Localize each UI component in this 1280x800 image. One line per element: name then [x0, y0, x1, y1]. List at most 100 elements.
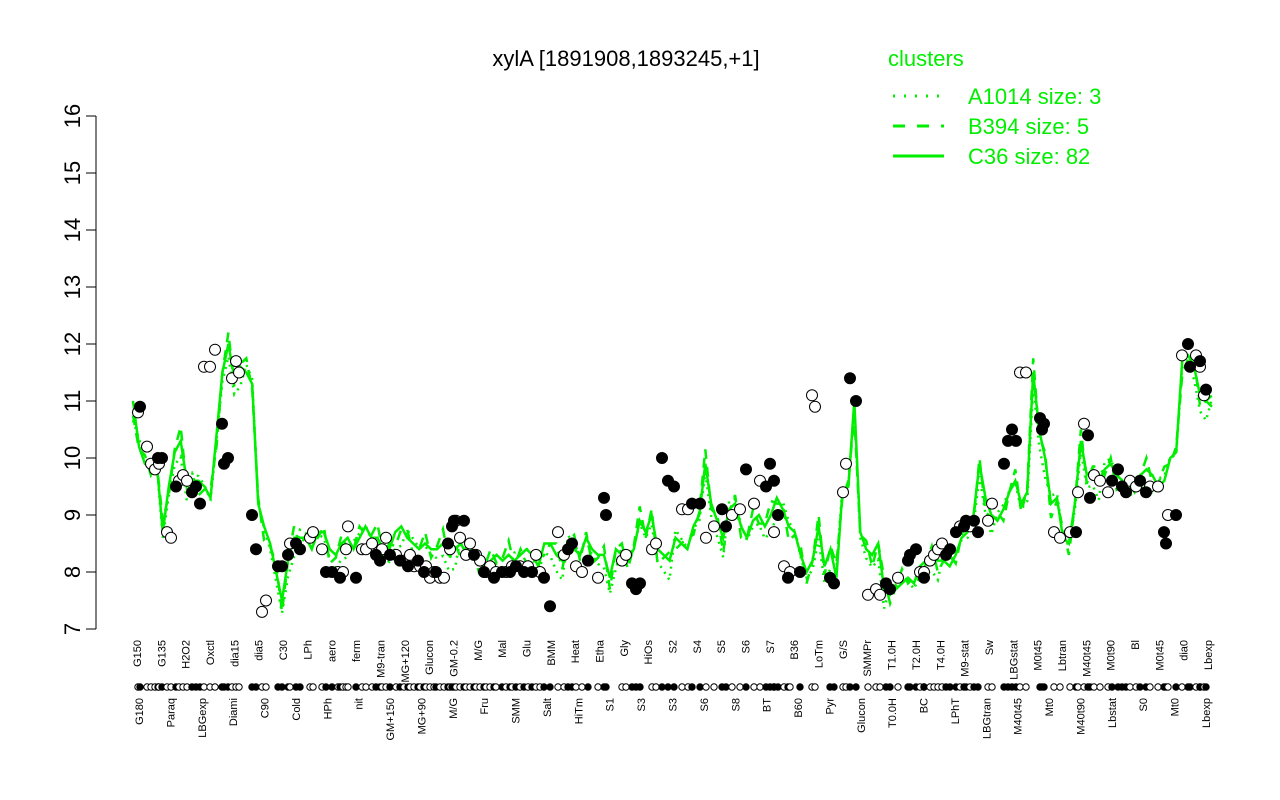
- x-tick-label: M/G: [473, 640, 485, 661]
- rug-marker: [852, 683, 860, 691]
- data-point-black: [1140, 486, 1152, 499]
- x-tick-label: Glu: [522, 640, 534, 657]
- data-point-white: [307, 526, 319, 539]
- data-point-black: [582, 554, 594, 567]
- data-point-black: [634, 577, 646, 590]
- x-tick-label: Salt: [542, 698, 554, 717]
- data-point-black: [458, 514, 470, 527]
- x-tick-label: G/S: [838, 640, 850, 659]
- x-tick-label: S6: [699, 698, 711, 711]
- data-point-black: [1160, 537, 1172, 550]
- x-axis: G150 G135 H2O2 Oxctl dia15 dia5 C30 LPh aero ferm…: [132, 639, 1215, 740]
- data-point-black: [828, 577, 840, 590]
- data-point-black: [1082, 429, 1094, 442]
- rug-marker: [554, 683, 562, 691]
- rug-marker: [278, 683, 286, 691]
- x-tick-label: M9-tran: [375, 640, 387, 678]
- rug-marker: [386, 683, 394, 691]
- rug-marker: [846, 683, 854, 691]
- x-tick-label: Bl: [1130, 640, 1142, 650]
- data-point-black: [782, 571, 794, 584]
- data-point-black: [910, 543, 922, 556]
- data-point-black: [544, 600, 556, 613]
- data-point-white: [552, 526, 564, 539]
- x-tick-label: B60: [793, 698, 805, 718]
- data-point-black: [968, 514, 980, 527]
- data-point-black: [1200, 383, 1212, 396]
- rug-marker: [546, 683, 554, 691]
- rug-marker: [1066, 683, 1074, 691]
- data-point-black: [538, 571, 550, 584]
- rug-marker: [602, 683, 610, 691]
- x-tick-label: Etha: [595, 639, 607, 663]
- data-point-black: [402, 560, 414, 573]
- rug-marker: [296, 683, 304, 691]
- data-point-white: [576, 566, 588, 578]
- rug-marker: [1146, 683, 1154, 691]
- data-point-black: [1194, 355, 1206, 368]
- rug-marker: [658, 683, 666, 691]
- data-point-black: [1158, 526, 1170, 539]
- data-point-white: [230, 355, 242, 368]
- x-tick-label: B36: [789, 640, 801, 660]
- rug-marker: [728, 683, 736, 691]
- data-point-black: [1170, 509, 1182, 521]
- rug-marker: [362, 683, 370, 691]
- y-tick-label: 7: [60, 623, 85, 635]
- x-tick-label: BC: [919, 698, 931, 713]
- x-tick-label: M0t45: [1033, 640, 1045, 671]
- x-tick-label: LPhT: [950, 698, 962, 725]
- rug-marker: [946, 683, 954, 691]
- plot-lines: [131, 332, 1214, 614]
- data-point-black: [1120, 486, 1132, 499]
- rug-marker: [136, 683, 144, 691]
- data-point-black: [1182, 338, 1194, 350]
- x-tick-label: S4: [692, 640, 704, 653]
- x-tick-label: Mt0: [1044, 698, 1056, 716]
- rug-marker: [696, 683, 704, 691]
- x-tick-label: Cold: [291, 698, 303, 721]
- data-point-black: [488, 571, 500, 584]
- data-point-white: [1072, 486, 1084, 499]
- data-point-black: [170, 480, 182, 493]
- x-tick-label: M0t45: [1154, 640, 1166, 671]
- x-tick-label: H2O2: [181, 640, 193, 669]
- data-point-white: [380, 531, 392, 544]
- data-point-white: [708, 520, 720, 533]
- rug-marker: [894, 683, 902, 691]
- data-point-black: [412, 554, 424, 567]
- x-tick-label: Oxctl: [205, 640, 217, 665]
- x-tick-label: Diami: [228, 698, 240, 726]
- data-point-black: [282, 548, 294, 561]
- rug-marker: [678, 683, 686, 691]
- x-tick-label: LPh: [302, 640, 314, 660]
- x-tick-label: LBGtran: [981, 698, 993, 739]
- rug-marker: [328, 683, 336, 691]
- data-point-black: [468, 548, 480, 561]
- x-tick-label: S6: [741, 640, 753, 653]
- data-point-black: [1006, 423, 1018, 436]
- data-point-white: [986, 497, 998, 510]
- x-tick-label: GM+150: [385, 698, 397, 741]
- rug-marker: [1154, 683, 1162, 691]
- x-tick-label: S1: [605, 698, 617, 711]
- data-point-white: [1094, 474, 1106, 487]
- rug-marker: [664, 683, 672, 691]
- data-point-white: [209, 343, 221, 356]
- data-point-black: [1184, 360, 1196, 373]
- x-tick-label: G150: [132, 640, 144, 667]
- data-point-white: [1102, 486, 1114, 499]
- rug-marker: [622, 683, 630, 691]
- rug-marker: [1050, 683, 1058, 691]
- data-point-black: [384, 548, 396, 561]
- data-point-white: [936, 537, 948, 550]
- rug-marker: [344, 683, 352, 691]
- rug-marker: [702, 683, 710, 691]
- x-tick-label: Lbstat: [1107, 698, 1119, 728]
- rug-marker: [1172, 683, 1180, 691]
- data-point-black: [134, 400, 146, 413]
- legend-entry-b394: B394 size: 5: [968, 114, 1089, 139]
- rug-marker: [864, 683, 872, 691]
- data-point-white: [404, 548, 416, 561]
- y-tick-label: 10: [60, 446, 85, 470]
